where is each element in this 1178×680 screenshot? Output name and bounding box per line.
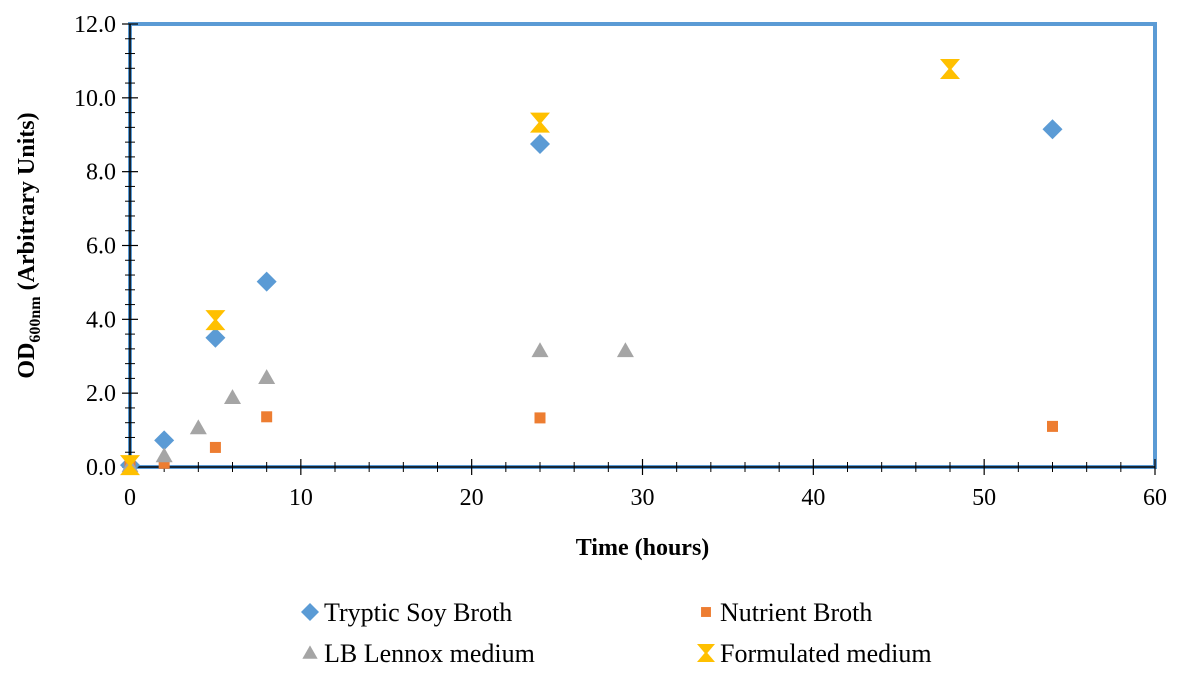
y-axis-title-main: OD — [14, 343, 40, 379]
x-axis-title: Time (hours) — [576, 535, 710, 561]
x-tick-label: 10 — [289, 485, 313, 511]
point-lb-lennox-medium — [189, 419, 207, 435]
legend: Tryptic Soy Broth Nutrient Broth LB Lennox… — [301, 598, 932, 668]
point-tryptic-soy-broth — [1042, 119, 1063, 140]
legend-marker-tryptic-soy-broth — [301, 603, 319, 621]
y-tick-label: 12.0 — [74, 12, 116, 38]
y-tick-label: 0.0 — [86, 455, 116, 481]
point-formulated-medium — [205, 310, 226, 331]
point-nutrient-broth — [209, 441, 221, 453]
point-nutrient-broth — [534, 412, 546, 424]
tick-labels: 0 10 20 30 40 50 60 0.0 2.0 4.0 6.0 8.0 10.0 12.0 — [74, 12, 1167, 511]
axes — [129, 24, 1155, 468]
point-nutrient-broth — [158, 457, 170, 469]
point-nutrient-broth — [261, 411, 273, 423]
x-tick-label: 40 — [801, 485, 825, 511]
x-tick-label: 50 — [972, 485, 996, 511]
point-tryptic-soy-broth — [530, 133, 550, 154]
legend-label-tryptic-soy-broth: Tryptic Soy Broth — [324, 598, 512, 627]
legend-marker-formulated-medium — [697, 644, 715, 662]
point-tryptic-soy-broth — [154, 430, 175, 451]
x-tick-label: 30 — [631, 485, 655, 511]
point-formulated-medium — [940, 59, 960, 80]
legend-label-lb-lennox-medium: LB Lennox medium — [324, 639, 535, 668]
point-tryptic-soy-broth — [205, 327, 226, 348]
y-tick-label: 8.0 — [86, 160, 116, 186]
point-formulated-medium — [530, 112, 550, 133]
point-lb-lennox-medium — [155, 447, 173, 463]
point-lb-lennox-medium — [531, 342, 549, 358]
y-axis-title: OD600nm (Arbitrary Units) — [14, 112, 44, 378]
y-tick-label: 10.0 — [74, 86, 116, 112]
x-tick-label: 60 — [1143, 485, 1167, 511]
legend-marker-nutrient-broth — [701, 607, 711, 617]
legend-label-nutrient-broth: Nutrient Broth — [720, 598, 872, 627]
y-tick-label: 6.0 — [86, 234, 116, 260]
legend-marker-lb-lennox-medium — [302, 645, 318, 659]
x-tick-label: 20 — [460, 485, 484, 511]
data-points — [120, 59, 1063, 476]
x-tick-label: 0 — [124, 485, 136, 511]
point-lb-lennox-medium — [616, 342, 634, 358]
point-tryptic-soy-broth — [256, 271, 277, 292]
point-formulated-medium — [120, 455, 140, 476]
plot-area — [128, 22, 1157, 469]
legend-label-formulated-medium: Formulated medium — [720, 639, 932, 668]
point-nutrient-broth — [1047, 420, 1058, 432]
point-lb-lennox-medium — [258, 369, 276, 385]
y-tick-label: 4.0 — [86, 307, 116, 333]
point-lb-lennox-medium — [224, 389, 241, 404]
y-tick-label: 2.0 — [86, 381, 116, 407]
y-axis-title-subscript: 600nm — [27, 296, 44, 343]
y-axis-title-rest: (Arbitrary Units) — [14, 112, 40, 296]
